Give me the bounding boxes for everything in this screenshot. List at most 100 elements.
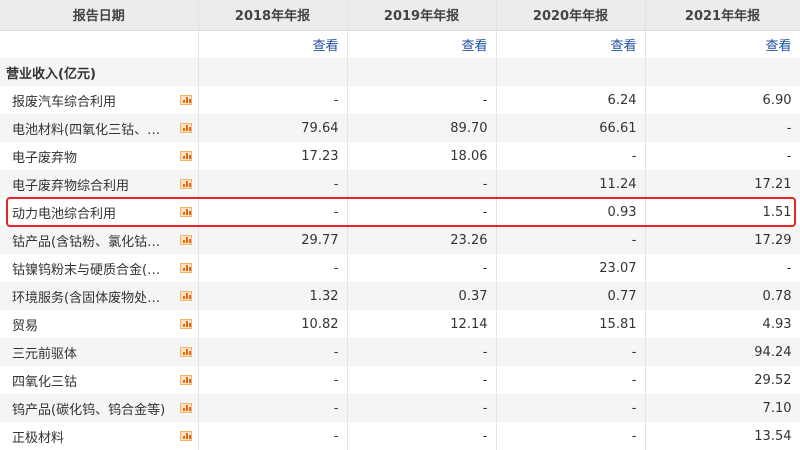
bar-chart-icon[interactable] (179, 207, 192, 217)
row-name-cell: 钴产品(含钴粉、氯化钴… (0, 226, 199, 254)
value-cell: - (347, 394, 497, 422)
value-cell: - (198, 366, 348, 394)
value-cell: - (645, 142, 800, 170)
value-cell: - (198, 198, 348, 226)
value-cell: 17.23 (198, 142, 348, 170)
value-cell: - (198, 170, 348, 198)
row-label: 四氧化三钴 (12, 374, 78, 390)
row-label: 电池材料(四氧化三钴、… (12, 122, 161, 138)
value-cell: 94.24 (645, 338, 800, 366)
bar-chart-icon[interactable] (179, 179, 192, 189)
row-label: 钨产品(碳化钨、钨合金等) (12, 402, 166, 418)
table-row: 钴产品(含钴粉、氯化钴… 29.77 23.26-17.29 (0, 226, 800, 254)
value-cell: 0.78 (645, 282, 800, 310)
header-year: 2020年年报 (496, 0, 646, 31)
header-year: 2018年年报 (198, 0, 348, 31)
value-cell: - (496, 142, 646, 170)
table-row: 贸易 10.82 12.14 15.81 4.93 (0, 310, 800, 338)
value-cell: 29.77 (198, 226, 348, 254)
value-cell: 10.82 (198, 310, 348, 338)
value-cell: - (496, 394, 646, 422)
table-row: 动力电池综合利用 - -0.93 1.51 (0, 198, 800, 226)
bar-chart-icon[interactable] (179, 347, 192, 357)
value-cell: - (347, 86, 497, 114)
bar-chart-icon[interactable] (179, 375, 192, 385)
bar-chart-icon[interactable] (179, 235, 192, 245)
value-cell: - (198, 394, 348, 422)
row-name-cell: 钴镍钨粉末与硬质合金(… (0, 254, 199, 282)
value-cell: - (496, 226, 646, 254)
value-cell: 17.29 (645, 226, 800, 254)
view-link-2020[interactable]: 查看 (610, 38, 637, 54)
row-name-cell: 贸易 (0, 310, 199, 338)
row-label: 贸易 (12, 318, 39, 334)
value-cell: 4.93 (645, 310, 800, 338)
value-cell: - (347, 198, 497, 226)
value-cell: 18.06 (347, 142, 497, 170)
value-cell: 23.26 (347, 226, 497, 254)
value-cell: - (347, 254, 497, 282)
row-name-cell: 电池材料(四氧化三钴、… (0, 114, 199, 142)
value-cell: - (347, 170, 497, 198)
value-cell: 15.81 (496, 310, 646, 338)
value-cell: - (347, 338, 497, 366)
view-link-2018[interactable]: 查看 (312, 38, 339, 54)
table-row: 钴镍钨粉末与硬质合金(… - -23.07- (0, 254, 800, 282)
value-cell: 0.77 (496, 282, 646, 310)
value-cell: - (496, 366, 646, 394)
row-label: 电子废弃物综合利用 (12, 178, 130, 194)
row-label: 报废汽车综合利用 (12, 94, 117, 110)
bar-chart-icon[interactable] (179, 151, 192, 161)
value-cell: 12.14 (347, 310, 497, 338)
row-name-cell: 电子废弃物综合利用 (0, 170, 199, 198)
value-cell: 11.24 (496, 170, 646, 198)
section-row: 营业收入(亿元) (0, 58, 800, 86)
row-label: 钴产品(含钴粉、氯化钴… (12, 234, 161, 250)
value-cell: 1.32 (198, 282, 348, 310)
bar-chart-icon[interactable] (179, 403, 192, 413)
value-cell: 0.37 (347, 282, 497, 310)
value-cell: 0.93 (496, 198, 646, 226)
table-row: 电子废弃物 17.23 18.06- - (0, 142, 800, 170)
value-cell: - (496, 422, 646, 450)
value-cell: 89.70 (347, 114, 497, 142)
bar-chart-icon[interactable] (179, 95, 192, 105)
value-cell: 1.51 (645, 198, 800, 226)
bar-chart-icon[interactable] (179, 431, 192, 441)
row-name-cell: 动力电池综合利用 (0, 198, 199, 226)
value-cell: 13.54 (645, 422, 800, 450)
value-cell: 66.61 (496, 114, 646, 142)
bar-chart-icon[interactable] (179, 319, 192, 329)
value-cell: - (198, 422, 348, 450)
value-cell: 7.10 (645, 394, 800, 422)
row-label: 环境服务(含固体废物处… (12, 290, 161, 306)
row-label: 动力电池综合利用 (12, 206, 117, 222)
value-cell: - (496, 338, 646, 366)
value-cell: 23.07 (496, 254, 646, 282)
bar-chart-icon[interactable] (179, 123, 192, 133)
row-name-cell: 三元前驱体 (0, 338, 199, 366)
row-name-cell: 报废汽车综合利用 (0, 86, 199, 114)
row-label: 正极材料 (12, 430, 65, 446)
value-cell: 79.64 (198, 114, 348, 142)
view-row: 查看 查看 查看 查看 (0, 30, 800, 58)
section-title: 营业收入(亿元) (0, 58, 199, 86)
view-link-2021[interactable]: 查看 (765, 38, 792, 54)
table-row: 报废汽车综合利用 - -6.24 6.90 (0, 86, 800, 114)
row-label: 电子废弃物 (12, 150, 78, 166)
table-row: 三元前驱体 - - -94.24 (0, 338, 800, 366)
value-cell: - (198, 86, 348, 114)
value-cell: - (198, 338, 348, 366)
value-cell: 6.24 (496, 86, 646, 114)
bar-chart-icon[interactable] (179, 263, 192, 273)
value-cell: - (198, 254, 348, 282)
view-link-2019[interactable]: 查看 (461, 38, 488, 54)
table-row: 电池材料(四氧化三钴、… 79.64 89.70 66.61- (0, 114, 800, 142)
header-row: 报告日期 2018年年报 2019年年报 2020年年报 2021年年报 (0, 0, 800, 31)
row-label: 三元前驱体 (12, 346, 78, 362)
value-cell: 29.52 (645, 366, 800, 394)
row-name-cell: 四氧化三钴 (0, 366, 199, 394)
bar-chart-icon[interactable] (179, 291, 192, 301)
row-name-cell: 环境服务(含固体废物处… (0, 282, 199, 310)
